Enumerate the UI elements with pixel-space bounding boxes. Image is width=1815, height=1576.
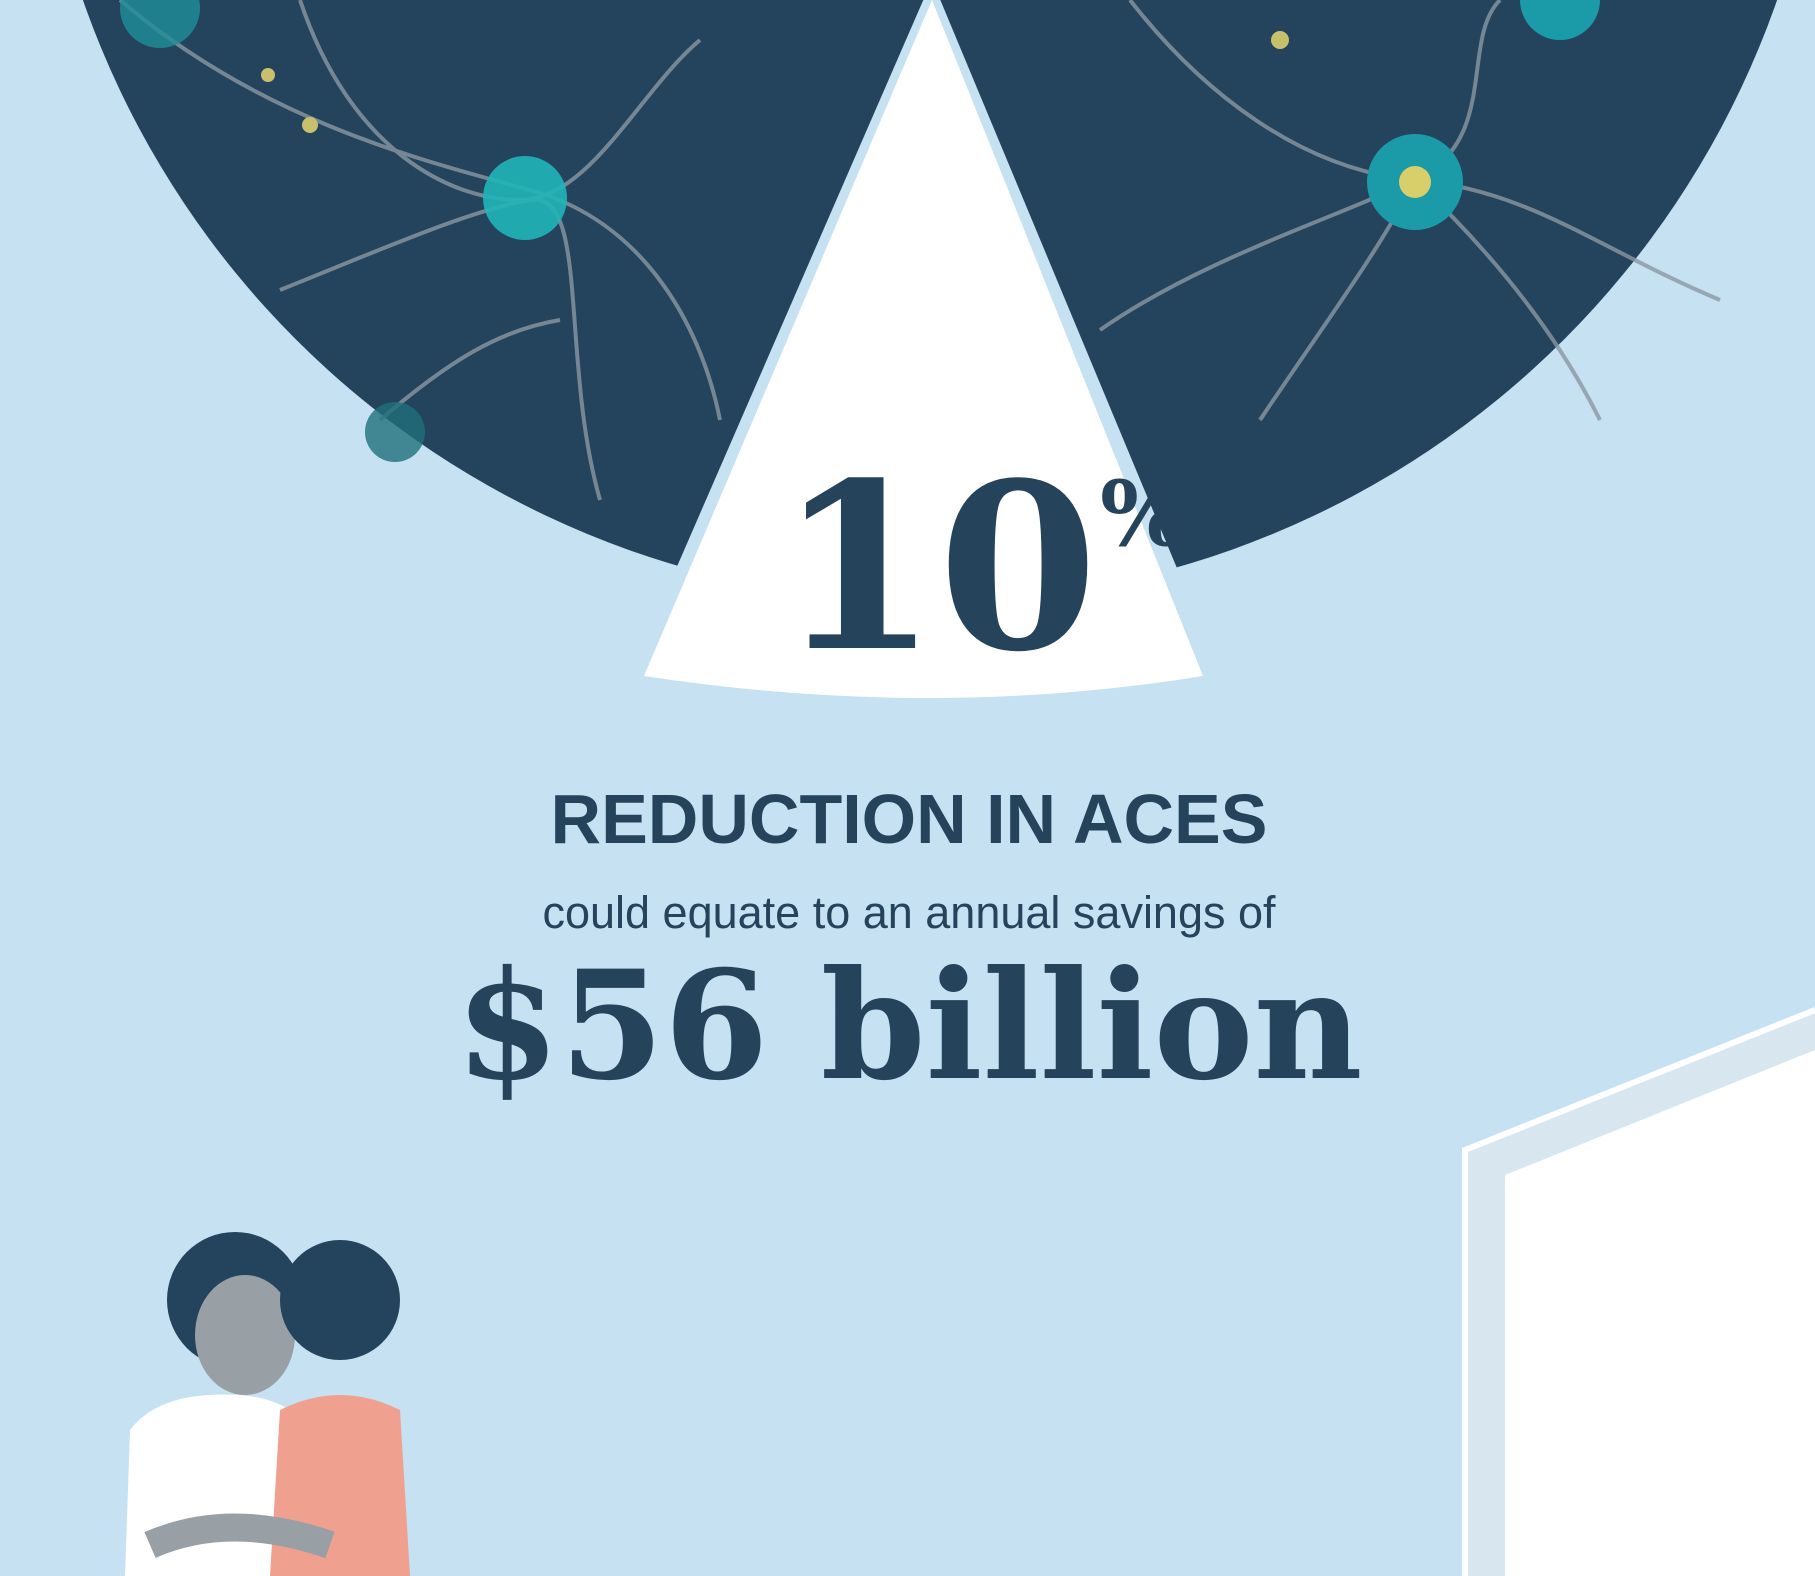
headline-symbol: % [1100, 461, 1186, 567]
neuron [365, 402, 425, 462]
subtitle: could equate to an annual savings of [542, 887, 1276, 938]
infographic: 10 % REDUCTION IN ACES could equate to a… [0, 0, 1815, 1576]
page: 10 % REDUCTION IN ACES could equate to a… [0, 0, 1815, 1576]
neuron-core [1399, 166, 1431, 198]
label: REDUCTION IN ACES [551, 780, 1268, 858]
neuron [483, 156, 567, 240]
headline-number: 10 [778, 433, 1098, 703]
dot [261, 68, 275, 82]
amount: $56 billion [455, 938, 1362, 1114]
dot [1271, 31, 1289, 49]
dot [302, 117, 318, 133]
